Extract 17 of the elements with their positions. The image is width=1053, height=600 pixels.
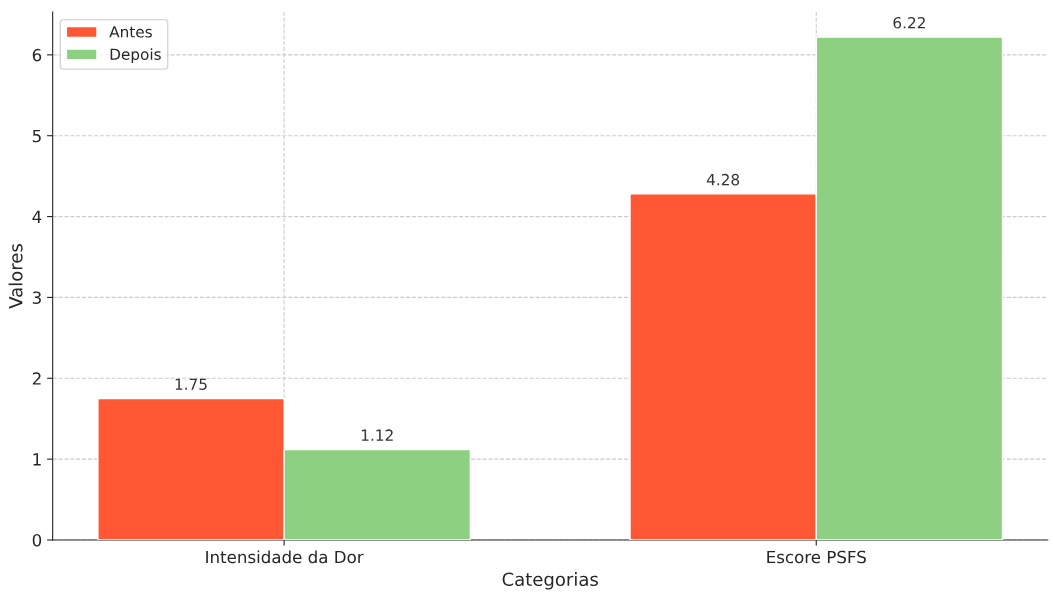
y-tick-label: 2 [32,372,41,385]
x-tick-label: Intensidade da Dor [206,550,364,564]
y-tick-label: 4 [32,210,42,223]
y-tick-label: 0 [32,533,42,547]
y-tick-label: 6 [32,48,42,62]
data-label: 1.75 [175,378,207,390]
y-tick-label: 3 [32,291,41,304]
legend-label: Depois [110,48,161,63]
x-tick-label: Escore PSFS [767,550,866,564]
x-axis-title: Categorias [502,572,598,590]
legend-label: Antes [109,26,152,38]
data-label: 1.12 [361,429,393,441]
data-label: 4.28 [706,173,740,186]
y-tick-label: 1 [33,453,41,466]
y-tick-label: 5 [32,129,41,143]
data-label: 6.22 [893,16,925,29]
y-axis-title: Valores [8,244,23,309]
